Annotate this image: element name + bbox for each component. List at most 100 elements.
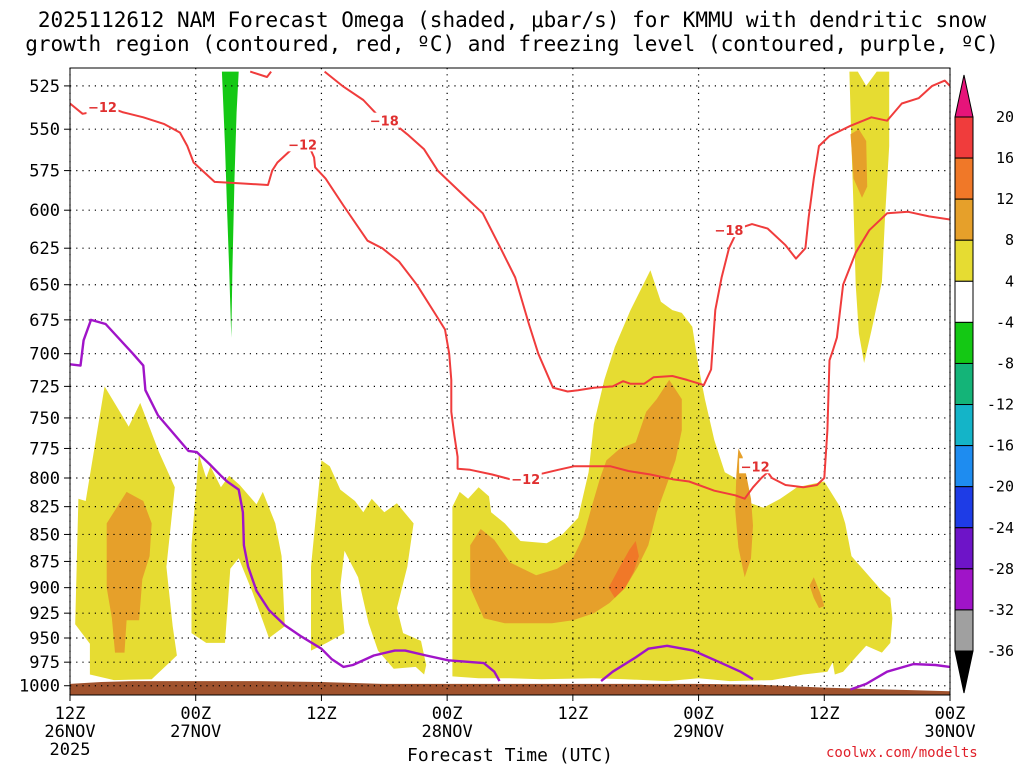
y-tick-label: 725 [29, 377, 60, 397]
y-tick-label: 650 [29, 276, 60, 296]
x-tick-label: 00Z [180, 704, 211, 724]
red-18-line-b [323, 70, 950, 393]
contour-label-layer: −12 −12 −18 −18 −12 −12 [86, 98, 772, 488]
colorbar-bin [954, 527, 974, 570]
chart-title: 2025112612 NAM Forecast Omega (shaded, μ… [0, 8, 1024, 56]
colorbar-bin [954, 280, 974, 323]
colorbar-label: -16 [987, 437, 1014, 455]
colorbar-label: 8 [1005, 231, 1014, 249]
y-tick-label: 600 [29, 201, 60, 221]
y-tick-label: 775 [29, 439, 60, 459]
omega-4-to-8-area-region [221, 71, 239, 338]
colorbar-bin [954, 362, 974, 406]
omega-12-16-area-region [608, 541, 639, 598]
colorbar-label: 12 [996, 190, 1014, 208]
colorbar-label: -4 [996, 313, 1014, 331]
contour-label-bg [368, 112, 401, 128]
y-tick-label: 1000 [19, 677, 60, 697]
y-tick-label: 875 [29, 552, 60, 572]
colorbar-label: -12 [987, 396, 1014, 414]
y-axis: 525 550 575 600 625 650 675 700 725 750 775 800 825 8… [19, 77, 70, 697]
colorbar-label: 20 [996, 108, 1014, 126]
red-18-line-a [249, 70, 272, 78]
purple-freezing-line-a [70, 318, 501, 682]
colorbar-label: -28 [987, 560, 1014, 578]
x-tick-label: 12Z [809, 704, 840, 724]
y-tick-label: 950 [29, 629, 60, 649]
red-12-line-b [766, 210, 950, 489]
colorbar-label: -36 [987, 642, 1014, 660]
colorbar-bin [954, 321, 974, 364]
omega-4-8-area-c-region [311, 460, 427, 675]
colorbar-top-arrow [954, 74, 974, 118]
x-axis-title: Forecast Time (UTC) [407, 745, 613, 766]
colorbar-label: -32 [987, 601, 1014, 619]
colorbar-bottom-arrow [954, 650, 974, 694]
colorbar: 20 16 12 8 4 -4 -8 -12 -16 -20 -24 -28 -32 -36 [954, 74, 1014, 694]
omega-8-12-area-d-region [850, 129, 868, 198]
colorbar-bin [954, 486, 974, 529]
colorbar-label: 16 [996, 149, 1014, 167]
contour-label-bg [509, 471, 542, 487]
chart-title-line-1: 2025112612 NAM Forecast Omega (shaded, μ… [37, 8, 987, 32]
y-tick-label: 700 [29, 345, 60, 365]
colorbar-label: -8 [996, 354, 1014, 372]
y-tick-label: 750 [29, 409, 60, 429]
contour-label-bg [86, 98, 119, 114]
contour-label: −12 [288, 138, 317, 153]
y-tick-label: 850 [29, 525, 60, 545]
contour-label: −12 [511, 473, 540, 488]
x-tick-label: 12Z [55, 704, 86, 724]
red-12-line-a [70, 102, 769, 500]
colorbar-bin [954, 198, 974, 241]
terrain-region [70, 681, 950, 695]
colorbar-bin [954, 157, 974, 200]
x-tick-label: 28NOV [422, 722, 473, 742]
x-tick-label: 00Z [935, 704, 966, 724]
x-tick-label: 30NOV [924, 722, 975, 742]
contour-label-bg [712, 222, 745, 238]
x-tick-label: 00Z [432, 704, 463, 724]
y-tick-label: 525 [29, 77, 60, 97]
x-tick-label: 12Z [557, 704, 588, 724]
contour-label-bg [286, 136, 319, 152]
x-tick-label: 2025 [50, 740, 91, 760]
colorbar-label: 4 [1005, 272, 1014, 290]
x-tick-label: 12Z [306, 704, 337, 724]
colorbar-bin [954, 568, 974, 611]
y-tick-label: 925 [29, 604, 60, 624]
colorbar-bin [954, 116, 974, 159]
plot-frame [69, 67, 951, 696]
contour-label-bg [739, 458, 772, 474]
y-tick-label: 800 [29, 469, 60, 489]
omega-8-12-area-c-region [735, 448, 753, 578]
y-tick-label: 975 [29, 653, 60, 673]
colorbar-bin [954, 404, 974, 447]
contour-label: −18 [714, 224, 743, 239]
y-tick-label: 625 [29, 239, 60, 259]
colorbar-bin [954, 239, 974, 282]
chart-title-line-2: growth region (contoured, red, ºC) and f… [25, 32, 999, 56]
omega-4-8-area-b-region [191, 454, 285, 643]
x-tick-label: 29NOV [673, 722, 724, 742]
colorbar-bin [954, 445, 974, 488]
omega-8-12-area-e-region [809, 577, 825, 609]
contour-label: −12 [741, 460, 770, 475]
y-tick-label: 575 [29, 162, 60, 182]
y-tick-label: 550 [29, 120, 60, 140]
contour-label: −12 [88, 101, 117, 116]
x-tick-label: 00Z [683, 704, 714, 724]
colorbar-label: -24 [987, 519, 1014, 537]
purple-freezing-line-c [850, 662, 950, 691]
omega-shading-layer [70, 71, 950, 695]
x-tick-label: 27NOV [170, 722, 221, 742]
colorbar-bin [954, 609, 974, 652]
purple-freezing-line-b [600, 644, 754, 683]
x-tick-label: 26NOV [44, 722, 95, 742]
y-tick-label: 675 [29, 311, 60, 331]
omega-8-12-area-a-region [106, 491, 152, 653]
site-credit: coolwx.com/modelts [826, 745, 978, 761]
contour-layer [70, 70, 950, 691]
